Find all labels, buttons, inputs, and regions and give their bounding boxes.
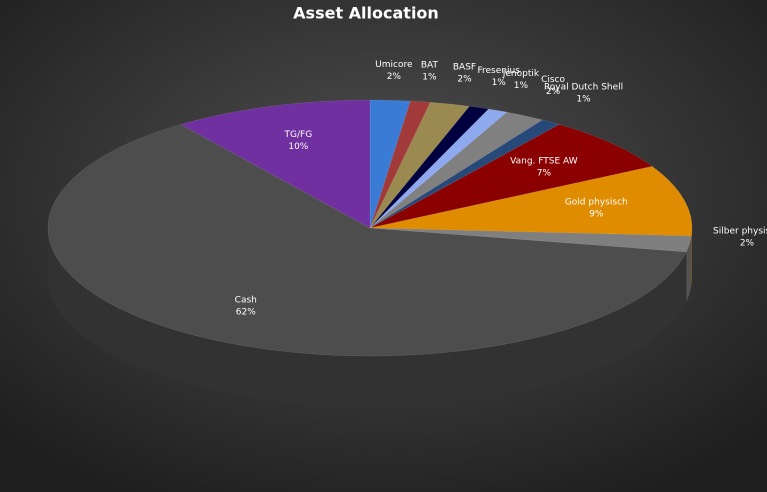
data-label-name: Silber physisch [713, 227, 767, 237]
data-label-name: Cash [235, 295, 257, 305]
data-label-value: 10% [288, 142, 308, 152]
slice-side [686, 236, 692, 302]
slice [369, 111, 544, 229]
slice [369, 119, 560, 229]
slice [47, 124, 687, 357]
data-label-name: BASF [453, 62, 476, 72]
slice [369, 102, 470, 229]
data-label-name: TG/FG [284, 130, 313, 140]
data-label-name: Umicore [375, 60, 413, 70]
data-label-value: 62% [236, 307, 256, 317]
data-label-value: 9% [589, 209, 604, 219]
slice [180, 99, 371, 229]
data-label-name: BAT [421, 61, 439, 71]
slice-side [48, 228, 687, 407]
slice-side [691, 228, 692, 287]
data-label-value: 1% [422, 73, 437, 83]
data-label-value: 2% [546, 87, 561, 97]
data-label-name: Fresenius [478, 66, 521, 76]
data-label-name: Gold physisch [565, 197, 628, 207]
slice [369, 105, 490, 229]
data-label-name: Royal Dutch Shell [544, 83, 623, 93]
slice [369, 166, 693, 237]
chart-title: Asset Allocation [293, 4, 439, 23]
data-label-name: Jenoptik [502, 69, 540, 79]
slice [369, 108, 508, 229]
slice [369, 99, 411, 229]
data-label-value: 2% [457, 74, 472, 84]
slice [369, 227, 692, 253]
data-label-value: 1% [514, 81, 529, 91]
data-label-value: 2% [387, 72, 402, 82]
data-label-value: 1% [492, 78, 507, 88]
slice [369, 124, 653, 229]
data-label-value: 1% [576, 95, 591, 105]
data-label-value: 7% [537, 169, 552, 179]
data-label-name: Cisco [541, 75, 565, 85]
data-label-value: 2% [740, 239, 755, 249]
slice [369, 100, 431, 229]
data-label-name: Vang. FTSE AW [510, 157, 578, 167]
